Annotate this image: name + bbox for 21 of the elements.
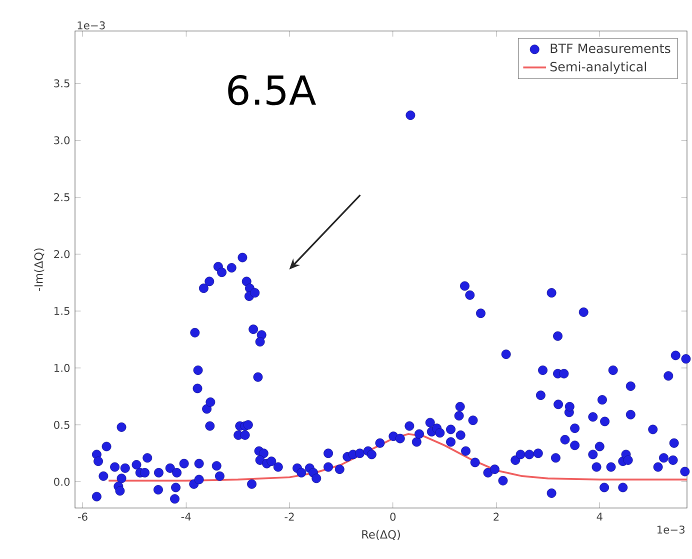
x-tick-label: -4	[181, 512, 191, 520]
x-axis-title: Re(ΔQ)	[362, 530, 400, 540]
y-tick-label: 2.0	[54, 250, 70, 258]
legend-label: BTF Measurements	[550, 44, 670, 54]
y-tick-label: 3.5	[54, 79, 70, 88]
y-tick-label: 1.5	[54, 307, 70, 315]
text: 1e−3	[78, 21, 105, 30]
text: 1e−3	[657, 526, 685, 534]
legend-label: Semi-analytical	[550, 62, 646, 74]
y-axis-title: -Im(ΔQ)	[34, 248, 44, 291]
y-tick-label: 0.0	[54, 478, 70, 486]
annotation: 6.5A	[228, 75, 316, 106]
x-tick-label: 4	[596, 512, 602, 520]
y-tick-label: 3.0	[54, 136, 70, 144]
x-tick-label: -2	[284, 512, 294, 521]
x-tick-label: 2	[494, 512, 499, 521]
x-tick-label: 0	[390, 512, 396, 521]
y-tick-label: 0.5	[54, 420, 70, 429]
y-tick-label: 2.5	[54, 193, 70, 202]
y-tick-label: 1.0	[54, 364, 70, 372]
x-tick-label: -6	[78, 512, 88, 521]
